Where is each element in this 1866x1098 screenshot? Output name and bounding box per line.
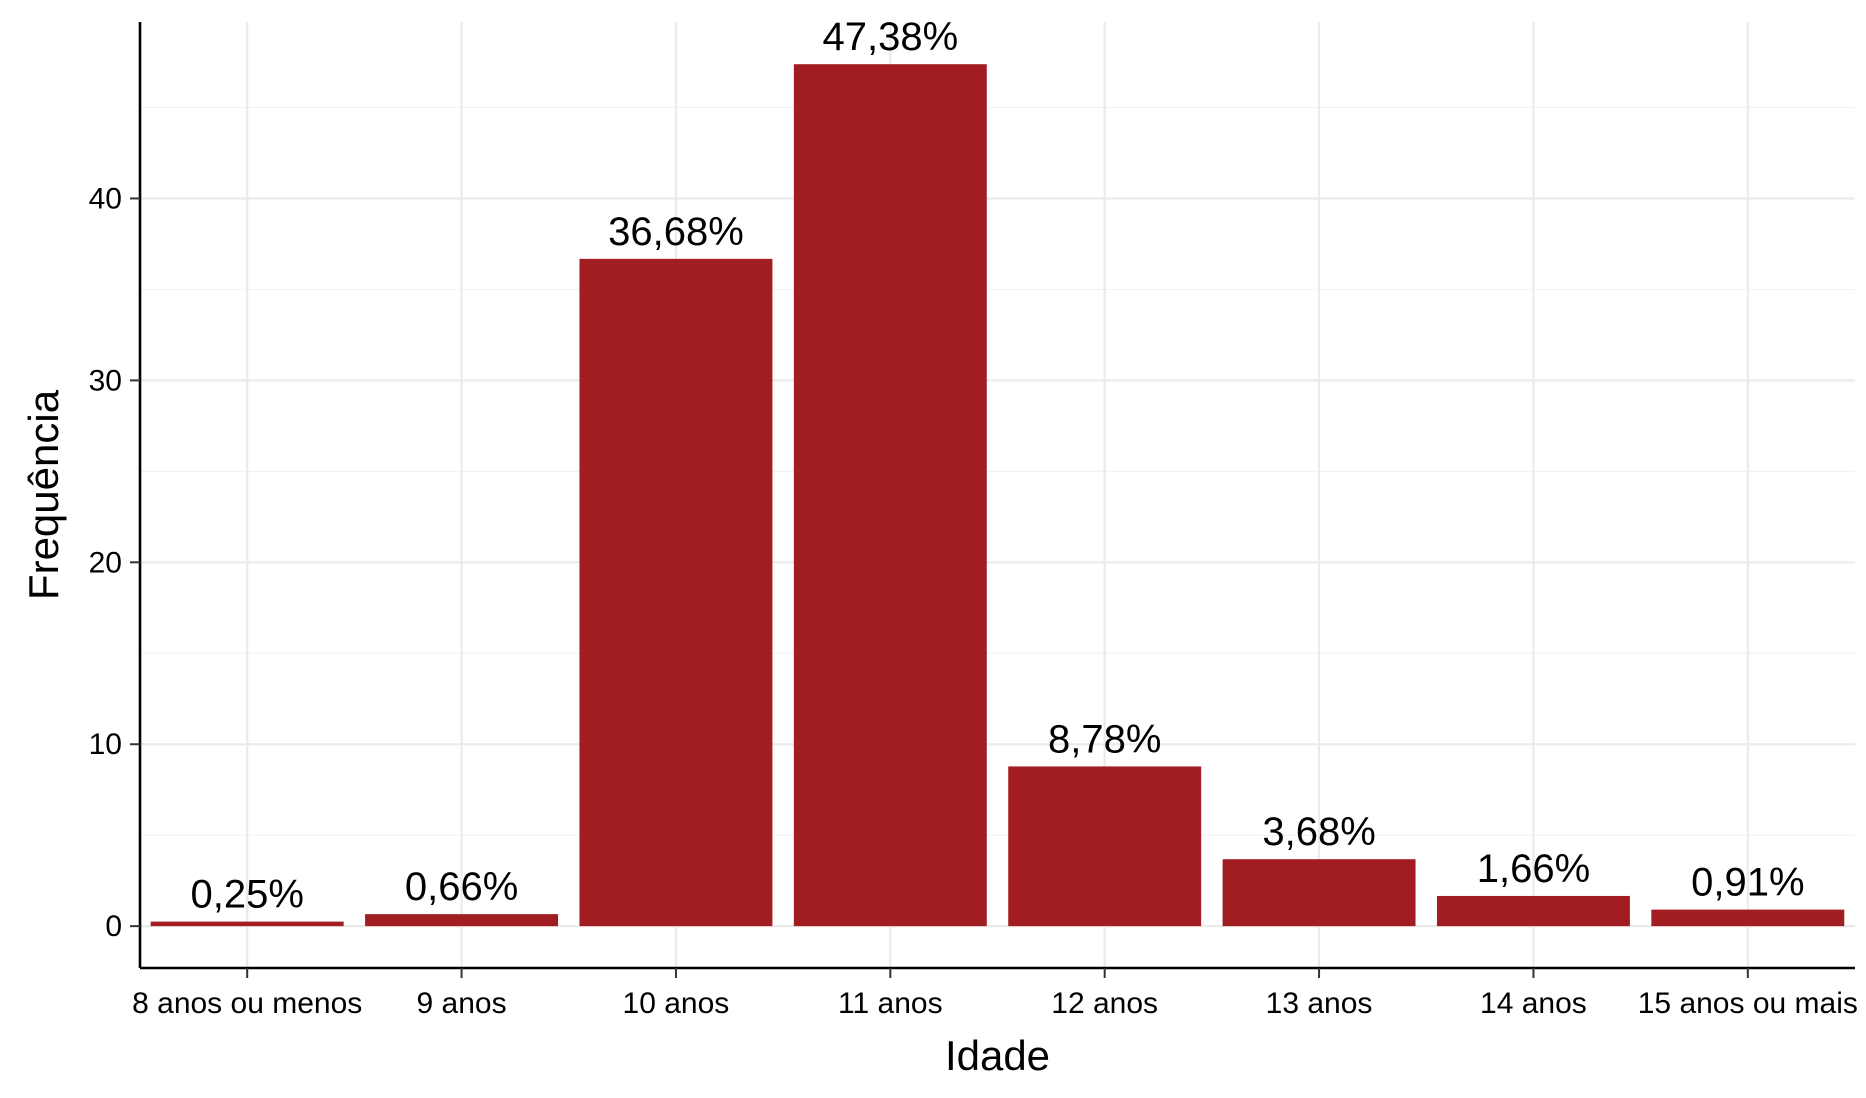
bar xyxy=(1651,909,1845,927)
bar-value-label: 3,68% xyxy=(1262,810,1375,854)
bar-value-label: 47,38% xyxy=(822,15,958,59)
x-tick-label: 14 anos xyxy=(1480,987,1587,1020)
grid xyxy=(140,22,1855,968)
bar-value-label: 36,68% xyxy=(608,210,744,254)
bar-value-label: 8,78% xyxy=(1048,717,1161,761)
bar-value-label: 1,66% xyxy=(1477,847,1590,891)
y-tick-label: 0 xyxy=(105,910,122,943)
x-tick-label: 11 anos xyxy=(838,987,943,1020)
bars xyxy=(150,64,1845,927)
data-labels: 0,25% 0,66% 36,68% 47,38% 8,78% 3,68% 1,66% 0,9… xyxy=(190,15,1804,916)
bar xyxy=(579,258,773,927)
bar xyxy=(1008,766,1202,927)
x-tick-label: 8 anos ou menos xyxy=(132,987,362,1020)
x-tick-label: 10 anos xyxy=(623,987,730,1020)
x-tick-label: 13 anos xyxy=(1266,987,1373,1020)
x-tick-label: 9 anos xyxy=(417,987,507,1020)
y-tick-label: 40 xyxy=(89,182,122,215)
y-tick-label: 20 xyxy=(89,546,122,579)
bar xyxy=(1436,895,1630,927)
bar-value-label: 0,25% xyxy=(190,873,303,917)
y-axis-title: Frequência xyxy=(20,389,67,600)
x-tick-label: 15 anos ou mais xyxy=(1638,987,1858,1020)
bar-value-label: 0,66% xyxy=(405,865,518,909)
bar xyxy=(150,921,344,927)
bar xyxy=(1222,859,1416,927)
bar xyxy=(365,914,559,927)
x-axis-title: Idade xyxy=(945,1032,1050,1079)
bar xyxy=(793,64,987,927)
axes: 0 10 20 30 40 8 anos ou menos 9 anos 10 anos 11 … xyxy=(89,22,1858,1020)
y-tick-label: 10 xyxy=(89,728,122,761)
x-tick-label: 12 anos xyxy=(1051,987,1158,1020)
y-tick-label: 30 xyxy=(89,364,122,397)
bar-value-label: 0,91% xyxy=(1691,861,1804,905)
